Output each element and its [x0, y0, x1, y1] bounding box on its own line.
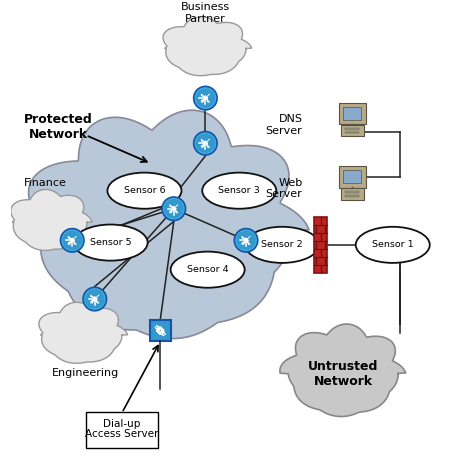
- Ellipse shape: [73, 225, 147, 261]
- Polygon shape: [163, 17, 252, 76]
- Circle shape: [237, 231, 255, 250]
- FancyBboxPatch shape: [340, 125, 364, 136]
- Circle shape: [61, 228, 84, 252]
- FancyBboxPatch shape: [150, 320, 171, 341]
- Circle shape: [83, 287, 107, 311]
- FancyBboxPatch shape: [346, 132, 359, 133]
- FancyBboxPatch shape: [338, 103, 365, 124]
- FancyBboxPatch shape: [343, 107, 361, 120]
- Ellipse shape: [356, 227, 430, 263]
- Circle shape: [63, 231, 82, 250]
- Polygon shape: [280, 324, 406, 416]
- Circle shape: [164, 199, 183, 219]
- Text: Dial-up: Dial-up: [103, 419, 141, 429]
- FancyBboxPatch shape: [343, 170, 361, 183]
- Text: DNS
Server: DNS Server: [266, 114, 302, 136]
- Text: Sensor 6: Sensor 6: [124, 186, 165, 195]
- FancyBboxPatch shape: [346, 195, 359, 197]
- FancyBboxPatch shape: [314, 217, 327, 273]
- FancyBboxPatch shape: [346, 191, 359, 193]
- Text: Sensor 3: Sensor 3: [219, 186, 260, 195]
- Text: Finance: Finance: [24, 178, 66, 189]
- Polygon shape: [28, 110, 309, 339]
- Polygon shape: [39, 303, 128, 363]
- Text: Business
Partner: Business Partner: [181, 2, 230, 23]
- Circle shape: [85, 289, 104, 309]
- Circle shape: [196, 134, 215, 153]
- Circle shape: [194, 86, 217, 110]
- FancyBboxPatch shape: [340, 188, 364, 200]
- Text: Access Server: Access Server: [85, 429, 159, 439]
- Ellipse shape: [245, 227, 319, 263]
- Text: Web
Server: Web Server: [266, 178, 302, 199]
- FancyBboxPatch shape: [86, 412, 158, 448]
- Ellipse shape: [202, 173, 276, 209]
- Text: Engineering: Engineering: [52, 368, 119, 378]
- FancyBboxPatch shape: [338, 166, 365, 188]
- Text: Untrusted
Network: Untrusted Network: [308, 360, 378, 387]
- Ellipse shape: [171, 252, 245, 288]
- Circle shape: [234, 228, 258, 252]
- Text: Sensor 1: Sensor 1: [372, 240, 413, 250]
- Circle shape: [162, 197, 185, 220]
- Text: Sensor 2: Sensor 2: [261, 240, 303, 250]
- Polygon shape: [11, 189, 92, 250]
- Text: Sensor 4: Sensor 4: [187, 265, 228, 274]
- Text: Protected
Network: Protected Network: [24, 113, 93, 142]
- FancyBboxPatch shape: [346, 128, 359, 129]
- Circle shape: [194, 131, 217, 155]
- Ellipse shape: [108, 173, 182, 209]
- Circle shape: [196, 89, 215, 108]
- Text: Sensor 5: Sensor 5: [90, 238, 131, 247]
